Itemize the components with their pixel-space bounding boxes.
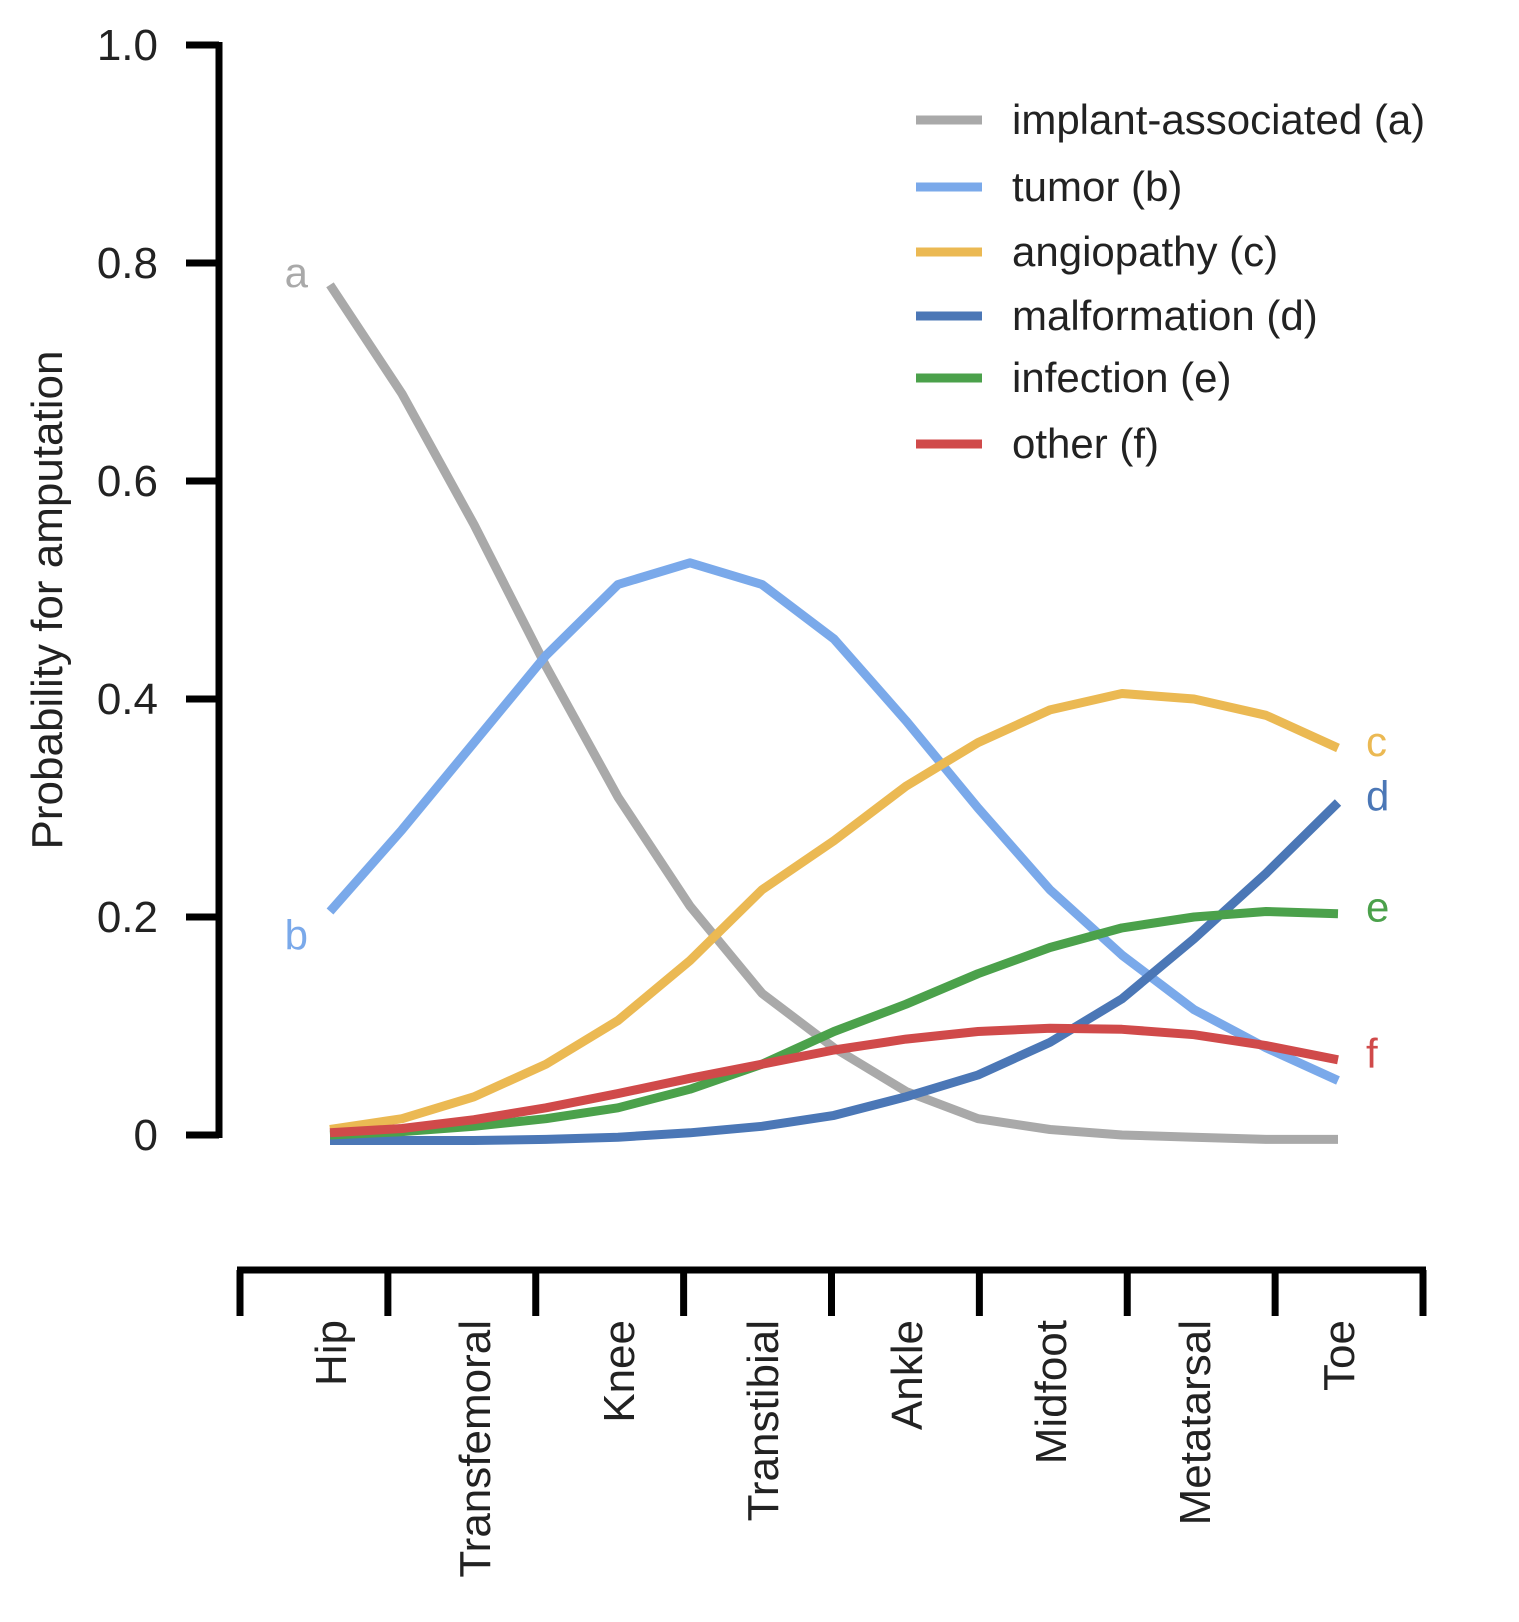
series-end-label: e [1366, 884, 1389, 931]
series-end-label: f [1366, 1030, 1378, 1077]
series-line [329, 1023, 1339, 1138]
x-category-label: Transtibial [739, 1320, 788, 1521]
legend-label: other (f) [1012, 420, 1159, 467]
x-category-label: Midfoot [1027, 1320, 1076, 1464]
y-axis: 0 0.2 0.4 0.6 0.8 1.0 [97, 21, 223, 1160]
series-line [326, 558, 1340, 1085]
y-tick-label: 0.4 [97, 675, 158, 724]
y-tick-label: 0 [134, 1111, 158, 1160]
series-end-labels: a b cd e f [285, 249, 1390, 1077]
series-end-label: a [285, 249, 309, 296]
plot-series [326, 282, 1342, 1145]
y-tick-label: 0.6 [97, 457, 158, 506]
y-tick-label: 1.0 [97, 21, 158, 70]
x-category-label: Hip [307, 1320, 356, 1386]
y-axis-label: Probability for amputation [23, 351, 72, 850]
series-end-label: b [285, 912, 308, 959]
legend-label: infection (e) [1012, 354, 1231, 401]
legend-label: tumor (b) [1012, 163, 1182, 210]
series-line [329, 689, 1340, 1134]
series-line [329, 907, 1339, 1140]
series-line [326, 282, 1338, 1144]
x-axis: Hip Transfemoral Knee Transtibial Ankle Midfo… [236, 1266, 1427, 1578]
x-category-label: Knee [595, 1320, 644, 1423]
y-tick-label: 0.2 [97, 893, 158, 942]
legend-label: malformation (d) [1012, 292, 1318, 339]
y-tick-label: 0.8 [97, 239, 158, 288]
x-category-label: Ankle [883, 1320, 932, 1430]
legend-label: angiopathy (c) [1012, 228, 1278, 275]
series-end-label: c [1366, 718, 1387, 765]
x-category-label: Metatarsal [1171, 1320, 1220, 1525]
legend-label: implant-associated (a) [1012, 96, 1425, 143]
legend: implant-associated (a) tumor (b) angiopath… [916, 96, 1425, 467]
x-category-label: Transfemoral [451, 1320, 500, 1578]
x-category-label: Toe [1315, 1320, 1364, 1391]
series-end-label: d [1366, 773, 1389, 820]
series-line [330, 799, 1342, 1145]
